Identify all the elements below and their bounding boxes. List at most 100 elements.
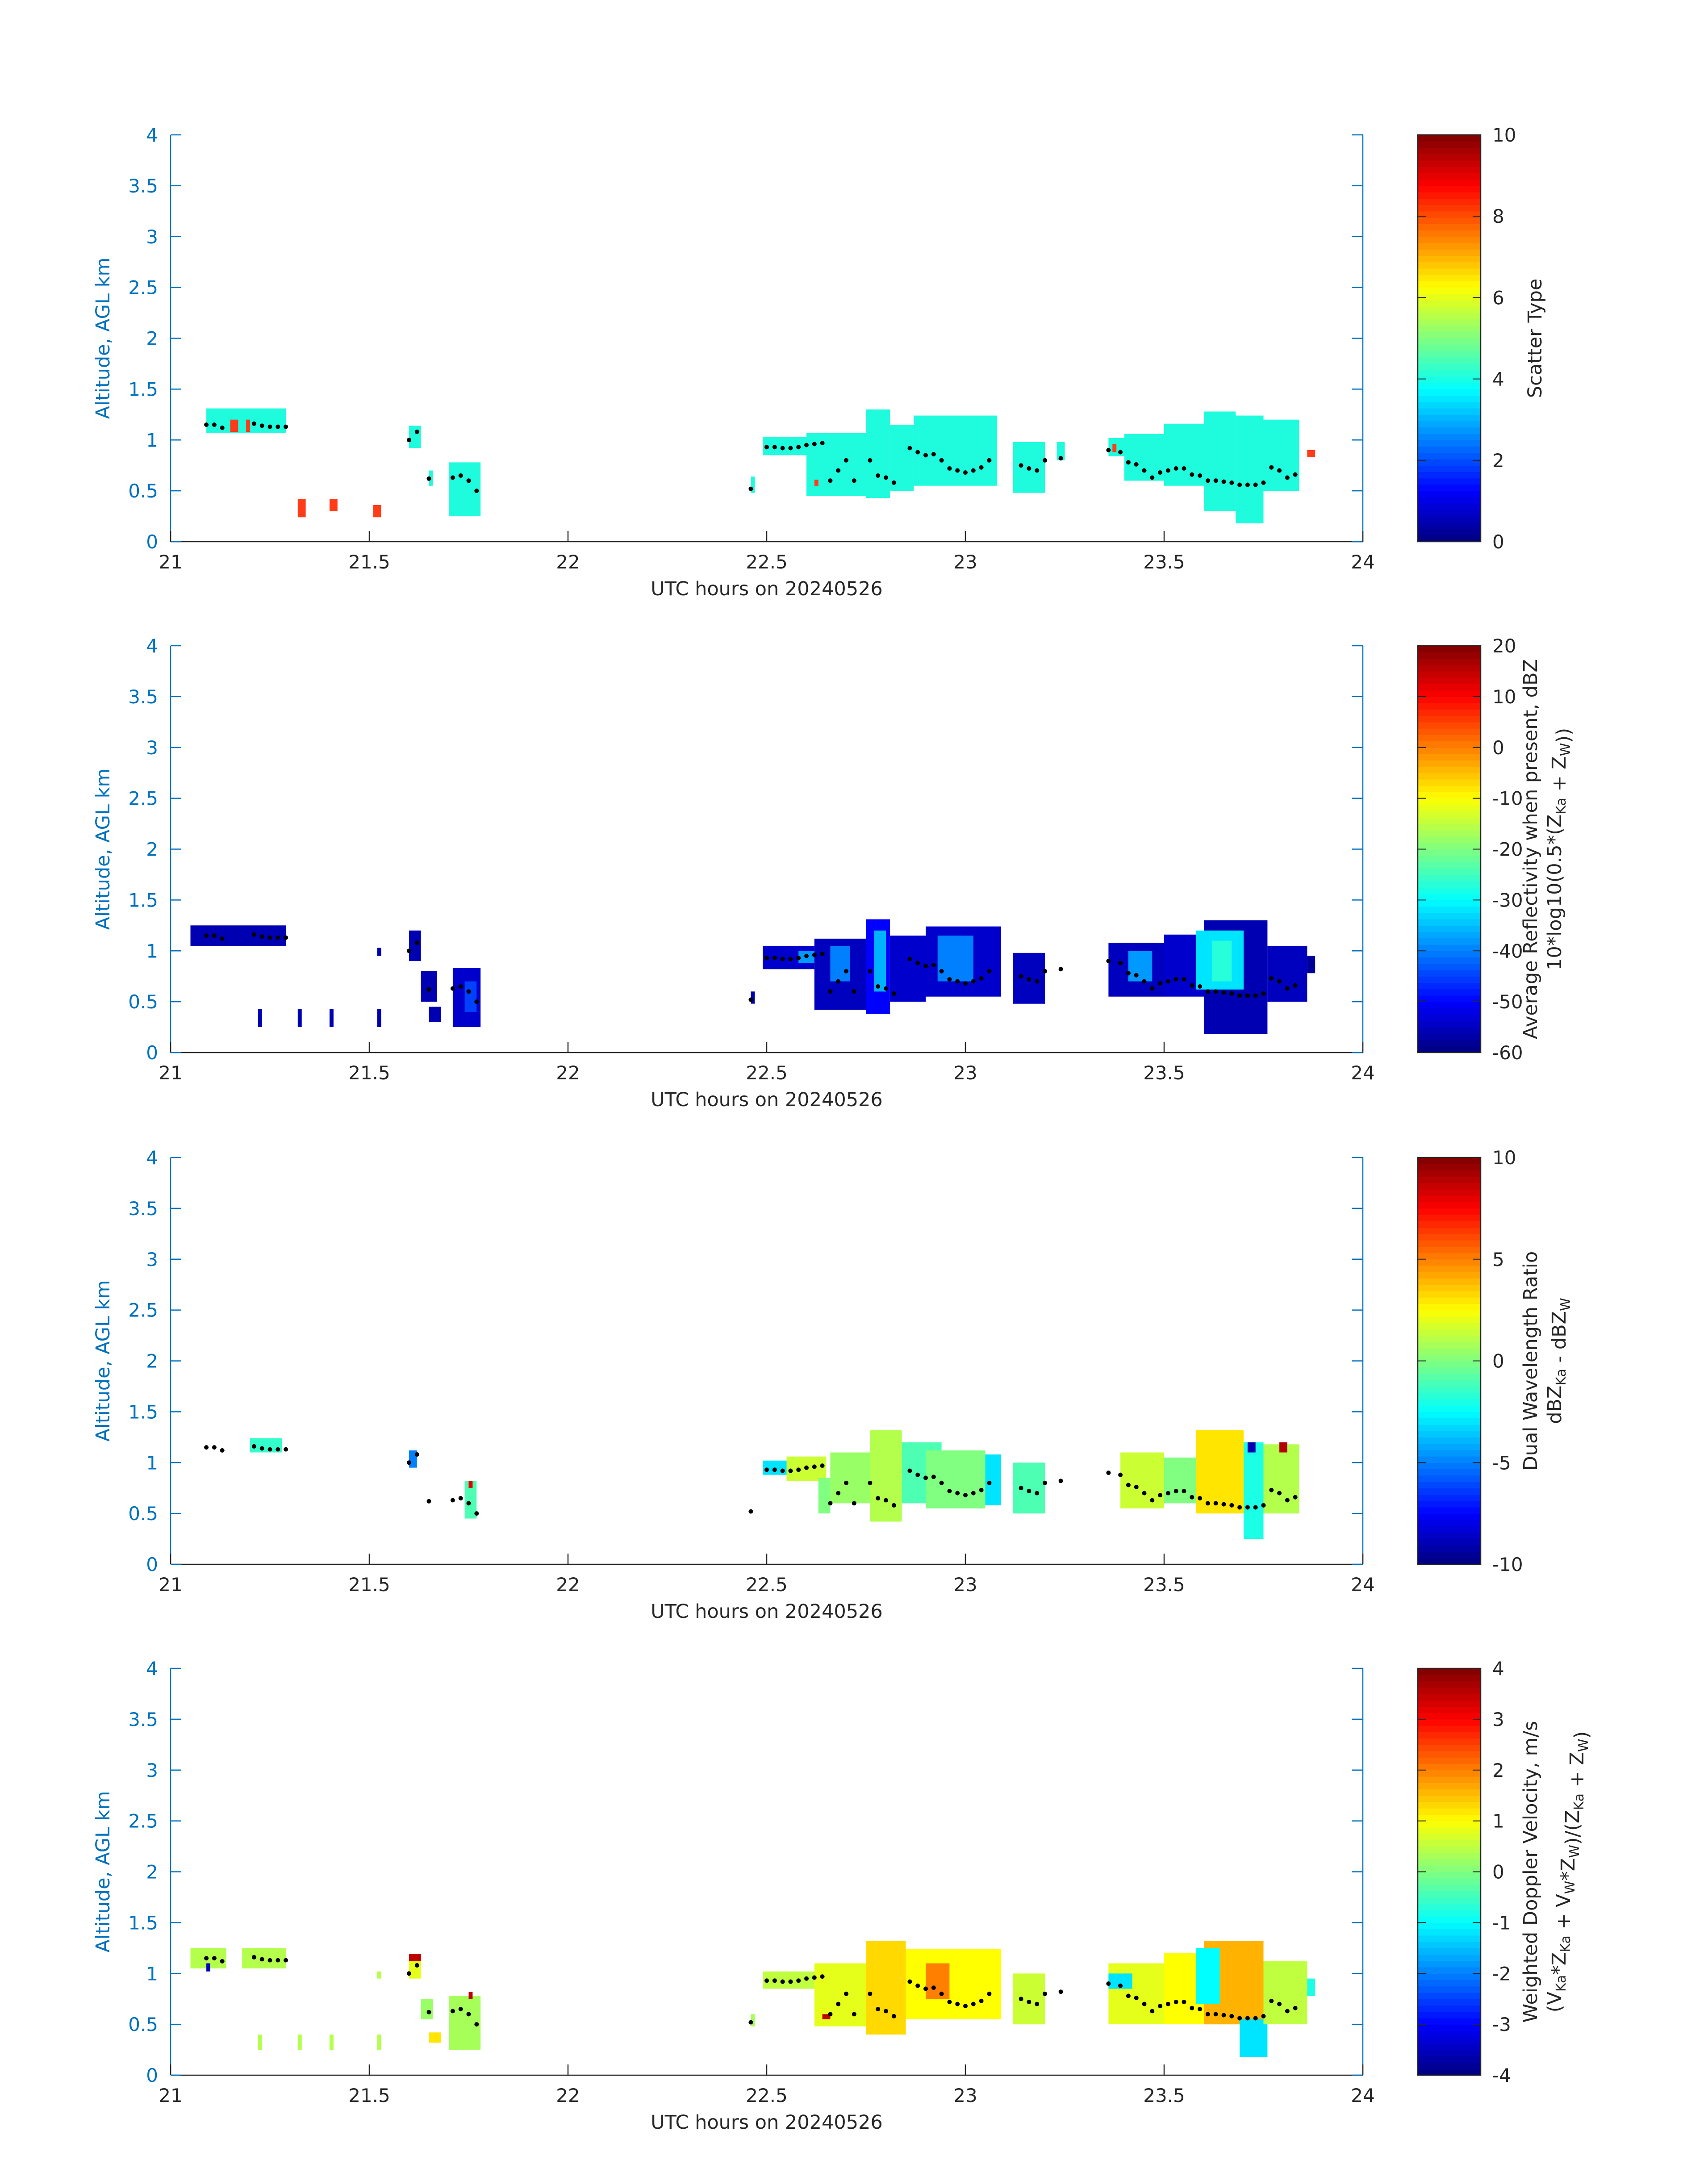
data-cell <box>1307 450 1315 457</box>
marker-point <box>891 2014 896 2018</box>
colorbar-label-line: Weighted Doppler Velocity, m/s <box>1520 1721 1542 2023</box>
colorbar-swatch <box>1418 1431 1481 1437</box>
y-tick-label: 3.5 <box>128 1709 158 1730</box>
panel-3-cells <box>250 1430 1299 1539</box>
marker-point <box>1213 989 1218 994</box>
marker-point <box>907 957 912 961</box>
colorbar-swatch <box>1418 1488 1481 1495</box>
data-cell <box>1128 951 1153 982</box>
x-tick-label: 21.5 <box>348 1062 390 1084</box>
colorbar-swatch <box>1418 503 1481 510</box>
colorbar-tick-label: 4 <box>1492 368 1504 390</box>
marker-point <box>1150 475 1155 480</box>
colorbar-tick-label: 10 <box>1492 1147 1516 1169</box>
colorbar-swatch <box>1418 1443 1481 1450</box>
marker-point <box>1106 448 1111 452</box>
marker-point <box>1198 984 1203 989</box>
colorbar-swatch <box>1418 969 1481 977</box>
colorbar-swatch <box>1418 1462 1481 1470</box>
marker-point <box>1035 1491 1040 1496</box>
colorbar-tick-label: -50 <box>1492 991 1523 1013</box>
colorbar-frame <box>1417 134 1482 543</box>
colorbar-swatch <box>1418 300 1481 307</box>
marker-point <box>251 932 256 937</box>
data-cell <box>906 1949 1002 2019</box>
marker-point <box>884 475 888 480</box>
colorbar-swatch <box>1418 1259 1481 1266</box>
colorbar-swatch <box>1418 1494 1481 1501</box>
colorbar-swatch <box>1418 766 1481 773</box>
marker-point <box>955 979 960 984</box>
x-tick-label: 22.5 <box>746 1062 788 1084</box>
data-cell <box>1267 945 1307 1002</box>
colorbar-swatch <box>1418 1157 1481 1164</box>
marker-point <box>276 935 280 940</box>
marker-point <box>220 936 225 941</box>
marker-point <box>1118 1983 1123 1988</box>
marker-point <box>1134 973 1139 978</box>
colorbar-swatch <box>1418 332 1481 339</box>
marker-point <box>1261 991 1266 996</box>
data-cell <box>297 1009 302 1028</box>
colorbar-swatch <box>1418 715 1481 723</box>
marker-point <box>828 478 833 483</box>
colorbar-swatch <box>1418 658 1481 665</box>
data-cell <box>409 1954 421 1961</box>
marker-point <box>450 475 455 480</box>
colorbar-swatch <box>1418 1208 1481 1215</box>
marker-point <box>876 1496 881 1500</box>
colorbar-swatch <box>1418 652 1481 659</box>
colorbar-swatch <box>1418 364 1481 371</box>
colorbar-swatch <box>1418 2005 1481 2012</box>
marker-point <box>947 977 952 982</box>
colorbar-swatch <box>1418 357 1481 364</box>
marker-point <box>955 468 960 473</box>
colorbar-swatch <box>1418 141 1481 148</box>
marker-point <box>820 441 825 446</box>
colorbar-swatch <box>1418 932 1481 939</box>
marker-point <box>259 1446 264 1451</box>
colorbar-tick-label: 20 <box>1492 635 1516 657</box>
colorbar-swatch <box>1418 1948 1481 1955</box>
marker-point <box>1253 482 1258 487</box>
y-tick-label: 1 <box>146 1963 158 1985</box>
x-tick-label: 24 <box>1351 2085 1374 2106</box>
data-cell <box>409 930 421 961</box>
colorbar-swatch <box>1418 944 1481 951</box>
data-cell <box>373 505 381 518</box>
marker-point <box>1173 977 1178 982</box>
marker-point <box>987 1991 992 1996</box>
marker-point <box>764 1467 769 1472</box>
marker-point <box>780 957 785 961</box>
colorbar-swatch <box>1418 167 1481 173</box>
colorbar-swatch <box>1418 646 1481 652</box>
marker-point <box>1293 2006 1298 2010</box>
data-cell <box>429 1007 441 1022</box>
data-cell <box>377 1009 381 1028</box>
x-tick-label: 24 <box>1351 1574 1374 1596</box>
data-cell <box>206 1963 210 1972</box>
colorbar-swatch <box>1418 1986 1481 1993</box>
colorbar-swatch <box>1418 440 1481 447</box>
marker-point <box>1285 1498 1290 1503</box>
marker-point <box>414 430 419 434</box>
marker-point <box>1205 478 1210 483</box>
colorbar-swatch <box>1418 709 1481 716</box>
colorbar-swatch <box>1418 1751 1481 1758</box>
colorbar-swatch <box>1418 747 1481 754</box>
x-tick-label: 21.5 <box>348 551 390 573</box>
marker-point <box>1118 450 1123 455</box>
data-cell <box>751 991 755 1004</box>
colorbar-swatch <box>1418 1929 1481 1936</box>
marker-point <box>1285 2009 1290 2014</box>
marker-point <box>1245 482 1250 487</box>
data-cell <box>1057 442 1065 460</box>
colorbar-swatch <box>1418 989 1481 996</box>
colorbar-swatch <box>1418 434 1481 440</box>
colorbar-swatch <box>1418 982 1481 990</box>
data-cell <box>985 1454 1002 1505</box>
marker-point <box>220 425 225 430</box>
colorbar-tick-label: -5 <box>1492 1452 1511 1474</box>
y-tick-label: 4 <box>146 635 158 657</box>
